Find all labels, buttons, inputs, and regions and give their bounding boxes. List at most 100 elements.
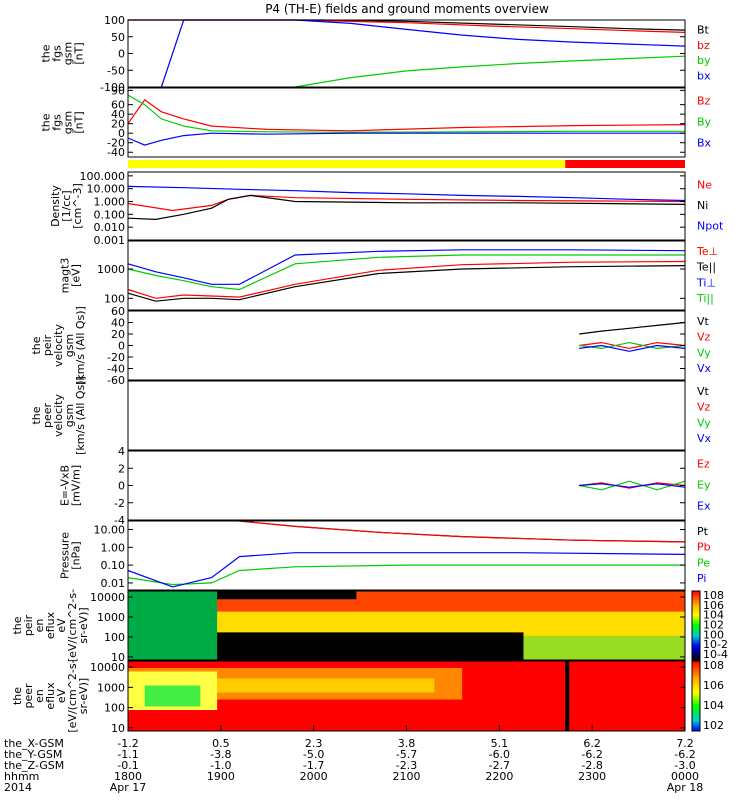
colorbar-label: 106 [703, 599, 724, 612]
y-tick-label: 100 [104, 702, 125, 715]
spectrogram-mid-energy-band [128, 611, 685, 636]
legend-entry-vx: Vx [697, 432, 712, 445]
spectrogram-dropout [217, 591, 357, 600]
y-axis-label: magt3 [59, 258, 72, 294]
panel-frame [127, 520, 686, 591]
y-tick-label: 1000 [97, 611, 125, 624]
legend-entry-bx: Bx [697, 137, 712, 150]
x-tick-label: -6.2 [674, 748, 695, 761]
y-tick-label: 10.000 [87, 183, 126, 196]
y-axis-label: E=-VxB [59, 465, 72, 506]
legend-entry-ey: Ey [697, 479, 711, 492]
y-tick-label: 40 [111, 108, 125, 121]
y-tick-label: -4 [114, 514, 125, 527]
colorbar-label: 100 [703, 628, 724, 641]
y-tick-label: 10.00 [94, 523, 126, 536]
legend-entry-ex: Ex [697, 500, 711, 513]
y-axis-label: velocity [52, 324, 65, 367]
legend-entry-vt: Vt [697, 315, 710, 328]
y-tick-label: -20 [107, 137, 125, 150]
y-tick-label: 2 [118, 462, 125, 475]
y-tick-label: -100 [100, 81, 125, 94]
y-tick-label: 4 [118, 445, 125, 458]
x-tick-label: -2.8 [581, 759, 602, 772]
y-tick-label: 100 [104, 14, 125, 27]
x-tick-label: 1900 [207, 770, 235, 783]
series-line-ti|| [127, 254, 685, 291]
colorbar-label: 102 [703, 619, 724, 632]
y-tick-label: 1.00 [101, 541, 126, 554]
y-tick-label: 0 [118, 480, 125, 493]
legend-entry-vt: Vt [697, 385, 710, 398]
series-line-pe [127, 564, 685, 586]
y-tick-label: 0 [118, 48, 125, 61]
legend-entry-vx: Vx [697, 362, 712, 375]
y-axis-label: eV [55, 688, 68, 703]
legend-entry-pi: Pi [697, 572, 706, 585]
series-line-ti⊥ [127, 249, 686, 285]
series-line-ni [127, 194, 686, 221]
y-tick-label: 20 [111, 118, 125, 131]
panel-pressure: 10.00 1.00 0.10 0.01 Pressure[nPa] Pt Pb Pe Pi [59, 520, 711, 591]
x-tick-label: -1.1 [117, 748, 138, 761]
y-axis-label: Density [49, 185, 62, 227]
y-tick-label: 60 [111, 305, 125, 318]
y-axis-label: the [30, 336, 43, 354]
x-axis-row-label: the_Y-GSM [4, 748, 62, 761]
y-tick-label: -20 [107, 351, 125, 364]
y-tick-label: 1.000 [94, 196, 126, 209]
series-line-bx [127, 132, 685, 146]
y-tick-label: 0.001 [94, 234, 126, 247]
y-tick-label: 60 [111, 99, 125, 112]
y-axis-label: fgs [51, 45, 64, 62]
y-axis-label: fgs [51, 114, 64, 131]
x-tick-label: 0.5 [212, 737, 230, 750]
x-axis-row-label: the_Z-GSM [4, 759, 64, 772]
y-axis-label: velocity [52, 394, 65, 437]
x-tick-label: -6.2 [581, 748, 602, 761]
series-line-te⊥ [127, 260, 686, 299]
panel-frame [127, 87, 686, 158]
colorbar-label: 102 [703, 719, 724, 732]
series-line-bt [128, 19, 686, 31]
legend-entry-ez: Ez [697, 458, 710, 471]
colorbar-label: 10-4 [703, 648, 728, 661]
y-axis-label: the [11, 687, 24, 705]
series-line-te|| [127, 265, 686, 302]
y-axis-label: [mV/m] [70, 465, 83, 506]
y-axis-label: the [40, 113, 53, 131]
colorbar [691, 660, 701, 732]
spectrogram-dropout [565, 661, 570, 731]
x-tick-label: 2300 [578, 770, 606, 783]
y-tick-label: -40 [107, 146, 125, 159]
series-line-pb [239, 520, 686, 543]
mode-bar-fast [565, 160, 685, 168]
x-tick-label: 2.3 [305, 737, 323, 750]
x-axis-row-label: 2014 [4, 781, 32, 794]
legend-entry-ni: Ni [697, 199, 708, 212]
series-line-pt [239, 520, 686, 543]
y-tick-label: -50 [107, 64, 125, 77]
x-tick-label: 2100 [393, 770, 421, 783]
y-tick-label: 1000 [97, 263, 125, 276]
y-tick-label: 0 [118, 127, 125, 140]
y-tick-label: 0.010 [94, 221, 126, 234]
y-tick-label: 90 [111, 84, 125, 97]
x-axis-row-label: the_X-GSM [4, 737, 64, 750]
legend-entry-vy: Vy [697, 346, 711, 359]
spectrogram-early-region [128, 591, 218, 660]
colorbar [691, 590, 701, 661]
legend-entry-pt: Pt [697, 525, 709, 538]
legend-entry-bt: Bt [697, 24, 710, 37]
series-line-bz [127, 99, 686, 132]
panel-temperature: 1000 100 magt3[eV] Te⊥ Te|| Ti⊥ Ti|| [59, 240, 718, 311]
colorbar-label: 104 [703, 609, 724, 622]
y-axis-label: [nT] [73, 111, 86, 133]
legend-entry-bz: bz [697, 39, 710, 52]
y-tick-label: 1000 [97, 681, 125, 694]
legend-entry-by: By [697, 116, 712, 129]
